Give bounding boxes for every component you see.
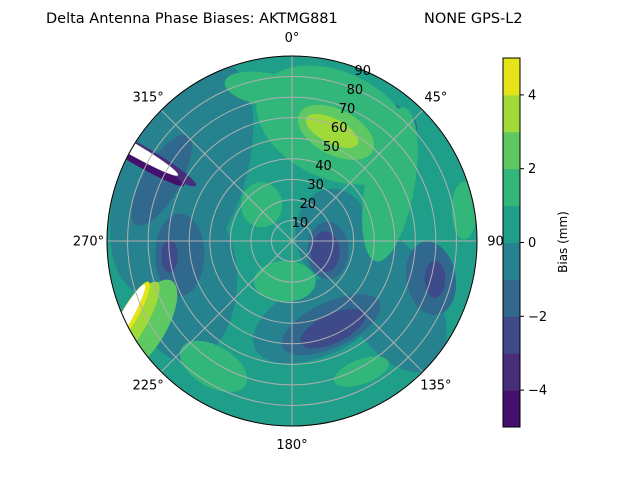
contour-region (310, 231, 340, 273)
colorbar-band (503, 390, 520, 428)
theta-tick-label: 45° (424, 91, 447, 106)
chart-title-right: NONE GPS-L2 (424, 11, 523, 27)
theta-tick-label: 180° (276, 438, 307, 453)
r-tick-label: 50 (323, 140, 340, 155)
chart-title-left: Delta Antenna Phase Biases: AKTMG881 (46, 11, 338, 27)
contour-region (155, 213, 205, 296)
colorbar-band (503, 58, 520, 96)
colorbar-band (503, 205, 520, 243)
r-tick-label: 10 (292, 216, 309, 231)
colorbar-band (503, 242, 520, 280)
r-tick-label: 20 (299, 197, 316, 212)
colorbar-band (503, 279, 520, 317)
theta-tick-label: 225° (132, 378, 163, 393)
polar-frame (106, 55, 478, 427)
contour-region (179, 340, 248, 393)
theta-tick-label: 0° (285, 31, 300, 46)
polar-grid (106, 55, 478, 427)
r-tick-label: 80 (347, 83, 364, 98)
colorbar: −4 −2 0 2 4 (502, 57, 547, 428)
colorbar-tick-label: 0 (528, 236, 536, 251)
colorbar-tick-label: −4 (528, 384, 547, 399)
contour-region (362, 107, 418, 262)
colorbar-tick-label: 4 (528, 88, 536, 103)
theta-tick-label: 270° (73, 235, 104, 250)
theta-gridline (160, 240, 293, 373)
colorbar-band (503, 353, 520, 391)
theta-tick-label: 315° (132, 91, 163, 106)
contour-region (451, 181, 477, 240)
theta-gridline (291, 109, 424, 242)
colorbar-band (503, 94, 520, 133)
theta-gridline (291, 240, 424, 373)
colorbar-band (503, 131, 520, 170)
theta-tick-label: 90 (487, 235, 504, 250)
contour-region (334, 356, 389, 387)
r-tick-label: 70 (339, 102, 356, 117)
contour-region (300, 308, 366, 349)
colorbar-label: Bias (mm) (556, 211, 570, 273)
contour-region (305, 113, 359, 148)
r-tick-label: 60 (331, 121, 348, 136)
r-tick-label: 30 (307, 178, 324, 193)
contour-region (241, 182, 283, 228)
contour-region (424, 260, 446, 298)
r-tick-label: 40 (315, 159, 332, 174)
r-tick-label: 90 (355, 64, 372, 79)
colorbar-tick-label: 2 (528, 162, 536, 177)
theta-tick-label: 135° (420, 378, 451, 393)
colorbar-band (503, 316, 520, 354)
theta-gridline (160, 109, 293, 242)
contour-region (224, 71, 306, 107)
colorbar-band (503, 168, 520, 207)
colorbar-tick-label: −2 (528, 310, 547, 325)
